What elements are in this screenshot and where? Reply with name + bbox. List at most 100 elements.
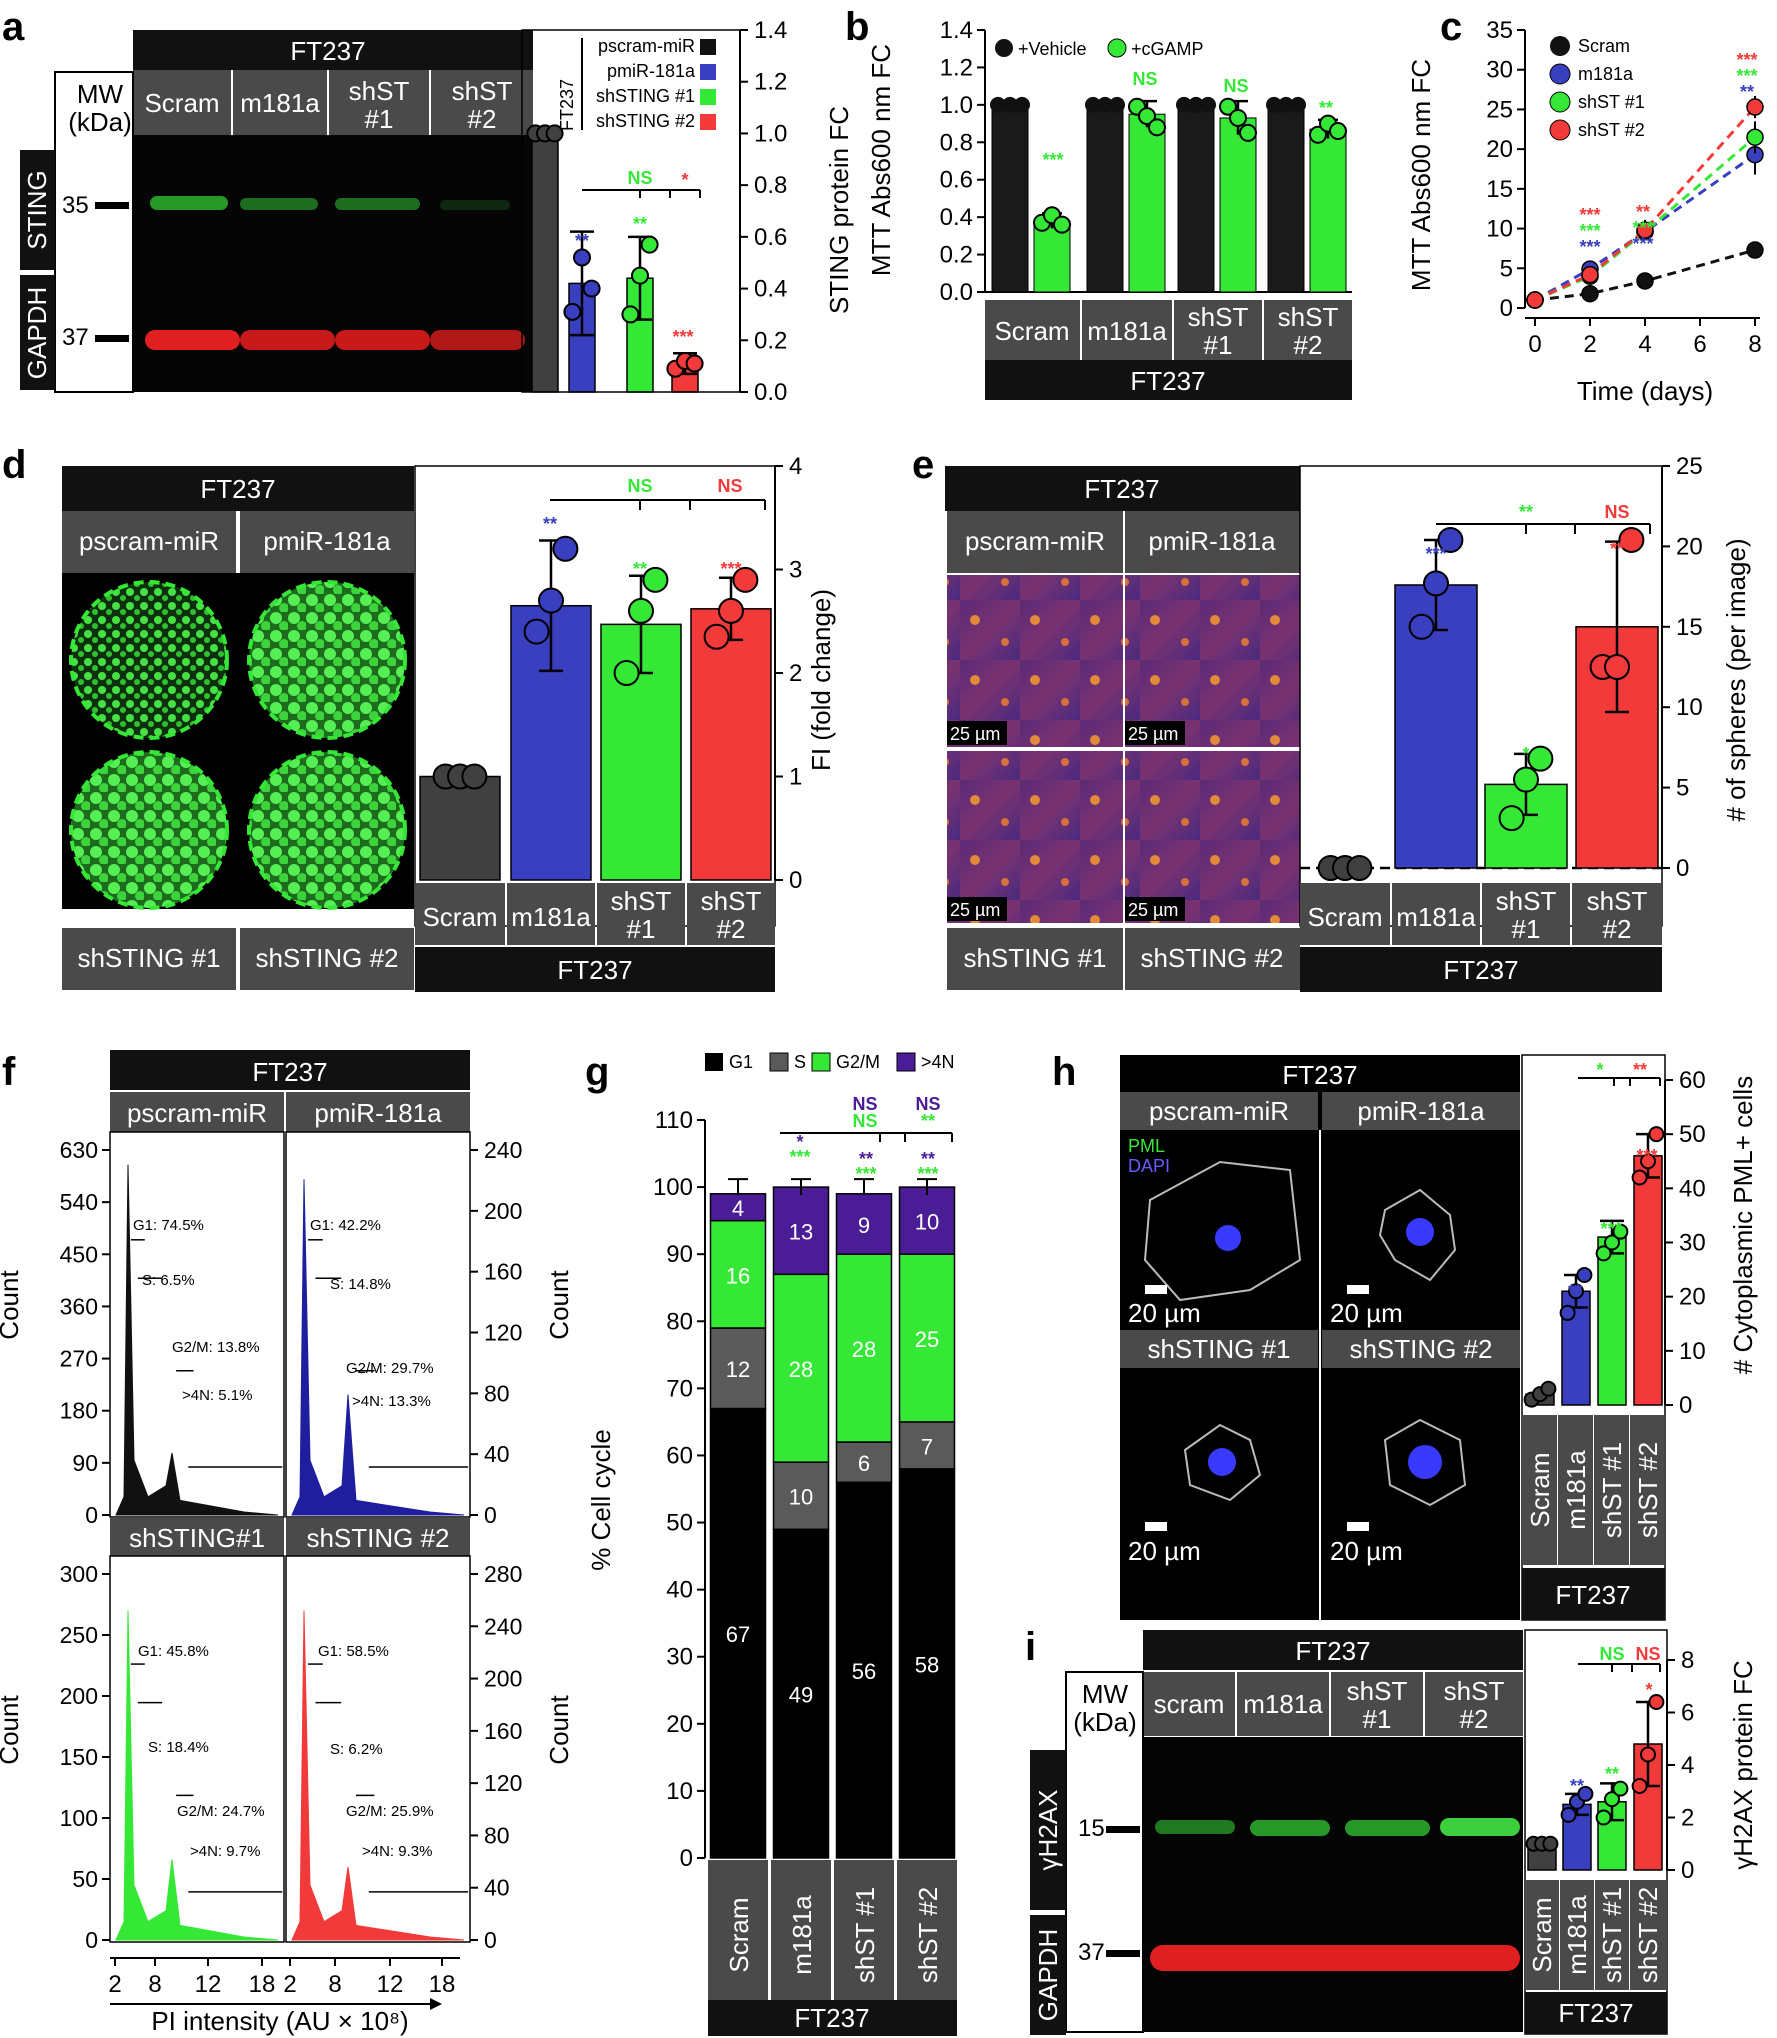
sig-marker: *** [855,1164,876,1184]
panel-header-bar [110,1050,470,1090]
scale-bar-bg [947,721,1007,745]
y-tick-label: 90 [72,1450,98,1476]
category-label: Scram [1527,1897,1557,1972]
legend-swatch [1549,119,1571,141]
stain-label-dapi: DAPI [1128,1156,1170,1176]
group-header [947,928,1123,990]
mw-marker [95,202,129,209]
x-tick-label: 18 [249,1971,276,1998]
y-tick-label: 40 [484,1441,510,1467]
data-point [1239,123,1257,142]
lane-header [1237,1672,1329,1736]
lane-label: scram [1154,1689,1225,1719]
lane-header [1425,1672,1523,1736]
y-tick-label: 0.0 [754,379,787,406]
stacked-segment [709,1327,767,1410]
y-tick-label: 0.2 [754,327,787,354]
group-label: shSTING #2 [255,943,398,973]
histogram [115,1610,279,1941]
legend-swatch [811,1052,831,1072]
sig-marker: ** [1519,502,1533,522]
group-label: shSTING #1 [77,943,220,973]
group-label: pscram-miR [127,1098,267,1128]
legend-item: G2/M [836,1052,880,1072]
sig-marker: ** [921,1149,935,1169]
y-tick-label: 4 [789,453,802,480]
cell-line-label: FT237 [1443,955,1518,985]
group-label: shSTING #1 [963,943,1106,973]
gate-label: S: 6.5% [142,1272,195,1289]
flow-gate-labels: G1: 74.5% S: 6.5% G2/M: 13.8% >4N: 5.1% … [133,1217,434,1860]
y-tick-label: 20 [1486,136,1513,163]
y-tick-label: 0.6 [754,224,787,251]
histogram-frame [285,1555,471,1943]
lane-header [1331,1672,1423,1736]
mw-37: 37 [62,324,89,351]
lane-label-num: #2 [468,104,497,134]
lane-header [1143,1672,1235,1736]
sting-row-label-bg [20,150,55,270]
data-point [1631,1169,1648,1186]
histogram-frame [285,1131,471,1518]
data-point [563,302,582,321]
category-label: m181a [1562,1895,1592,1975]
gapdh-row-label: GAPDH [1033,1929,1063,2021]
sig-marker: NS [915,1094,940,1114]
y-tick-label: 280 [484,1561,522,1587]
data-point [1014,96,1030,113]
data-point [1746,98,1764,116]
sting-band [440,200,510,210]
y-tick-label: 80 [484,1380,510,1406]
y-tick-label: 0 [484,1502,497,1528]
data-point [1618,526,1645,553]
bar-vehicle [1267,104,1305,293]
y-tick-label: 25 [1486,96,1513,123]
data-point [1278,96,1294,113]
gapdh-band [1150,1945,1520,1971]
sig-marker: *** [1736,66,1757,86]
group-header [1322,1330,1520,1368]
group-label: shSTING #1 [1147,1334,1290,1364]
sig-marker: *** [720,559,741,579]
y-tick-label: 0.8 [754,172,787,199]
legend-item: Scram [1578,36,1630,56]
legend-swatch [1549,63,1571,85]
sig-marker: * [1645,1680,1652,1700]
sig-marker: ** [1319,98,1333,118]
chart-b: 0.0 0.2 0.4 0.6 0.8 1.0 1.2 1.4 MTT Abs600 nm FC [866,17,1352,306]
data-point [1423,570,1449,597]
y-tick-label: 90 [666,1241,693,1268]
sig-marker: *** [1425,544,1446,564]
well-image [247,750,407,910]
sphere-image [947,575,1123,747]
y-tick-label: 180 [60,1398,98,1424]
y-tick-label: 150 [60,1744,98,1770]
group-header [286,1092,470,1132]
segment-label: 13 [789,1220,813,1245]
chart-e-frame [1299,465,1663,927]
segment-label: 9 [858,1213,870,1238]
chart-i: 0 2 4 6 8 γH2AX protein FC [1525,1647,1758,1884]
well-image [69,750,229,910]
data-point [628,597,654,624]
group-label: pmiR-181a [314,1098,442,1128]
data-point [1229,108,1247,127]
legend-swatch [1549,91,1571,113]
group-header [1125,511,1300,573]
y-axis-title: FI (fold change) [806,589,836,771]
y-tick-label: 4 [1681,1752,1694,1779]
legend-swatch [700,39,716,55]
gapdh-band [145,330,240,350]
category-label: m181a [787,1895,817,1975]
cell-line-label: FT237 [557,955,632,985]
bar-cgamp [1309,128,1347,293]
data-point [1595,1245,1612,1262]
stacked-segment [772,1186,830,1276]
cell-line-bar [985,360,1352,400]
y-tick-label: 20 [1676,533,1703,560]
gate-label: >4N: 9.7% [190,1843,260,1860]
gate-label: G1: 58.5% [318,1643,389,1660]
data-point [1648,1126,1665,1143]
cell-line-label: FT237 [1295,1636,1370,1666]
y-tick-label: 200 [60,1683,98,1709]
